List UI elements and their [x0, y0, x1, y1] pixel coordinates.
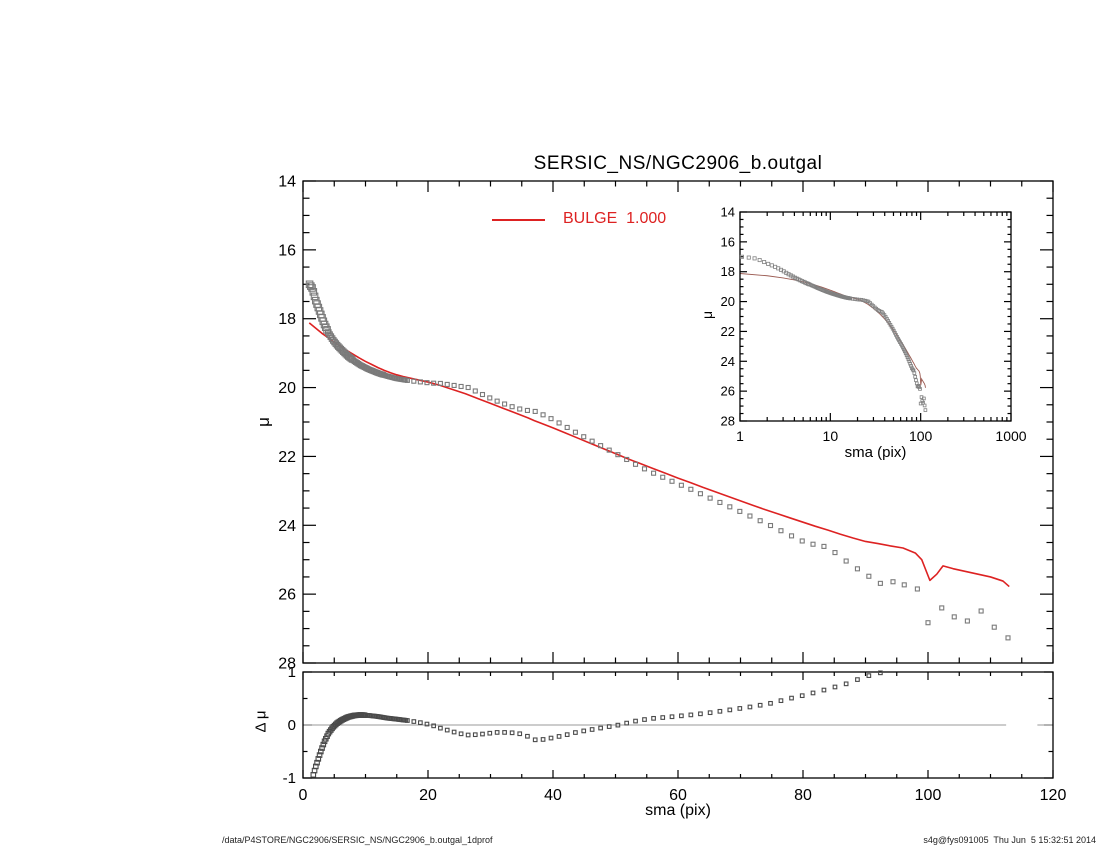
- tick-label: 100: [909, 428, 933, 444]
- tick-label: 28: [721, 414, 735, 429]
- tick-label: 14: [278, 174, 296, 191]
- inset-panel: 14 16 18 20 22 24 26 281 10 100 1000: [721, 205, 1027, 445]
- footer-file-path: /data/P4STORE/NGC2906/SERSIC_NS/NGC2906_…: [222, 835, 493, 845]
- tick-label: 40: [544, 787, 562, 804]
- tick-label: 1: [736, 428, 744, 444]
- tick-label: 24: [278, 518, 296, 535]
- tick-label: 26: [721, 384, 735, 399]
- tick-label: 80: [794, 787, 812, 804]
- plot-title: SERSIC_NS/NGC2906_b.outgal: [533, 153, 823, 174]
- tick-label: 120: [1040, 787, 1067, 804]
- inset-data-markers: [739, 254, 928, 412]
- tick-label: 16: [278, 242, 296, 259]
- tick-label: 28: [278, 656, 296, 673]
- tick-label: 0: [288, 717, 296, 734]
- residual-markers: [310, 670, 883, 778]
- legend-bulge-line: [492, 219, 545, 221]
- main-plot-panel: 14 16 18 20 22 24 26 28: [278, 174, 1054, 673]
- main-data-markers: [305, 280, 1011, 641]
- tick-label: 20: [278, 380, 296, 397]
- tick-label: 16: [721, 234, 735, 249]
- inset-y-axis-label: μ: [699, 310, 715, 320]
- tick-label: 24: [721, 354, 735, 369]
- legend-bulge-label: BULGE 1.000: [563, 210, 667, 227]
- tick-label: 26: [278, 587, 296, 604]
- residual-y-axis-label: Δ μ: [252, 710, 270, 733]
- inset-x-axis-label: sma (pix): [844, 444, 907, 461]
- main-y-axis-label: μ: [254, 417, 273, 427]
- tick-label: 0: [299, 787, 308, 804]
- tick-label: 20: [419, 787, 437, 804]
- bulge-model-curve: [308, 322, 1010, 588]
- tick-label: 22: [721, 324, 735, 339]
- tick-label: 22: [278, 449, 296, 466]
- tick-label: 100: [915, 787, 942, 804]
- tick-label: 20: [721, 294, 735, 309]
- tick-label: 18: [721, 264, 735, 279]
- x-axis-label: sma (pix): [645, 802, 711, 819]
- tick-label: 18: [278, 311, 296, 328]
- footer-user-timestamp: s4g@fys091005 Thu Jun 5 15:32:51 2014: [923, 835, 1096, 845]
- residual-panel: 10-10 20 40 60 80 100 120: [283, 664, 1067, 804]
- tick-label: 10: [823, 428, 839, 444]
- tick-label: 14: [721, 205, 735, 220]
- tick-label: 60: [669, 787, 687, 804]
- inset-model-curve: [739, 273, 926, 388]
- tick-label: 1000: [995, 428, 1026, 444]
- tick-label: -1: [283, 770, 296, 787]
- tick-label: 1: [288, 664, 296, 681]
